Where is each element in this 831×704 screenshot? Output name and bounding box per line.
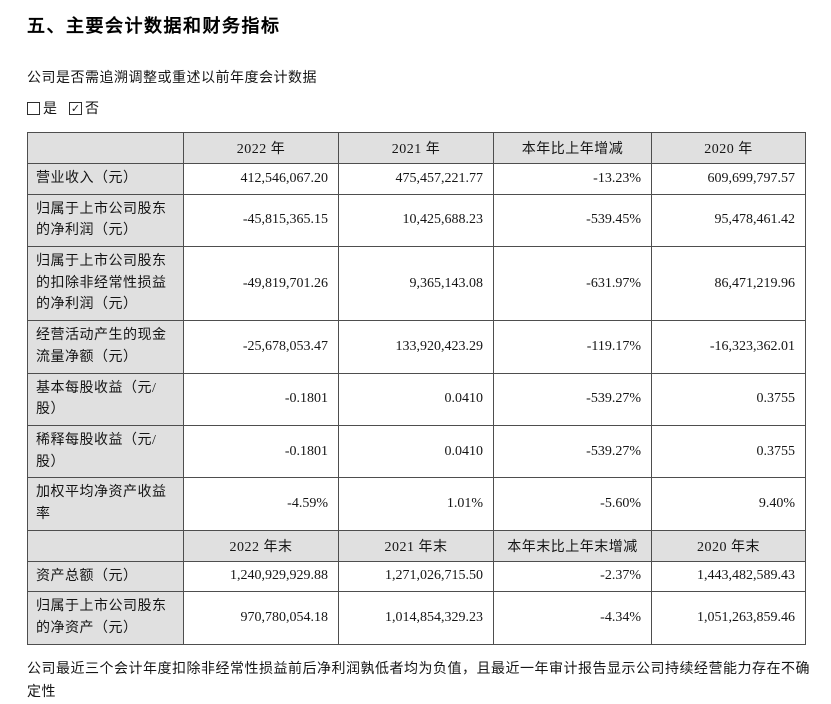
checkbox-unchecked-icon [27,101,40,115]
value-cell: 475,457,221.77 [338,163,494,195]
value-cell: 1,271,026,715.50 [338,560,494,593]
table-row: 营业收入（元） 412,546,067.20 475,457,221.77 -1… [27,163,806,195]
value-cell: 86,471,219.96 [651,246,806,322]
checkbox-yes-label: 是 [43,102,57,117]
column-header-yearend-change: 本年末比上年末增减 [493,529,652,562]
value-cell: 412,546,067.20 [183,163,339,195]
value-cell: -119.17% [493,320,652,374]
value-cell: 0.3755 [651,372,806,426]
value-cell: -49,819,701.26 [183,246,339,322]
value-cell: 609,699,797.57 [651,163,806,195]
value-cell: 1,240,929,929.88 [183,560,339,593]
column-header-2021: 2021 年 [338,132,494,164]
financial-indicators-table: 2022 年 2021 年 本年比上年增减 2020 年 营业收入（元） 412… [27,132,806,645]
column-header-2022-end: 2022 年末 [183,529,339,562]
checkbox-no-label: 否 [85,102,99,117]
checkbox-no-group: ✓ 否 [69,98,99,118]
value-cell: -16,323,362.01 [651,320,806,374]
table-row: 稀释每股收益（元/股） -0.1801 0.0410 -539.27% 0.37… [27,424,806,479]
table-row: 资产总额（元） 1,240,929,929.88 1,271,026,715.5… [27,560,806,593]
value-cell: 0.0410 [338,424,494,479]
row-label-cell: 资产总额（元） [27,560,184,593]
header-empty-cell [27,529,184,562]
table-row: 经营活动产生的现金流量净额（元） -25,678,053.47 133,920,… [27,320,806,374]
value-cell: 1,014,854,329.23 [338,591,494,645]
value-cell: 133,920,423.29 [338,320,494,374]
restate-answer-row: 是 ✓ 否 [27,98,815,118]
column-header-2020: 2020 年 [651,132,806,164]
value-cell: 1.01% [338,477,494,531]
row-label-cell: 基本每股收益（元/股） [27,372,184,426]
checkbox-checked-icon: ✓ [69,101,82,115]
value-cell: 9,365,143.08 [338,246,494,322]
value-cell: -0.1801 [183,372,339,426]
table-row: 基本每股收益（元/股） -0.1801 0.0410 -539.27% 0.37… [27,372,806,426]
table-row: 归属于上市公司股东的净利润（元） -45,815,365.15 10,425,6… [27,193,806,248]
value-cell: -539.27% [493,424,652,479]
header-empty-cell [27,132,184,164]
value-cell: -2.37% [493,560,652,593]
value-cell: -539.27% [493,372,652,426]
row-label-cell: 归属于上市公司股东的净利润（元） [27,193,184,248]
value-cell: -0.1801 [183,424,339,479]
value-cell: 9.40% [651,477,806,531]
restate-question-text: 公司是否需追溯调整或重述以前年度会计数据 [27,71,317,86]
column-header-2020-end: 2020 年末 [651,529,806,562]
going-concern-footnote: 公司最近三个会计年度扣除非经常性损益前后净利润孰低者均为负值，且最近一年审计报告… [27,661,810,700]
column-header-yoy-change: 本年比上年增减 [493,132,652,164]
row-label-cell: 加权平均净资产收益率 [27,477,184,531]
value-cell: -5.60% [493,477,652,531]
value-cell: -25,678,053.47 [183,320,339,374]
value-cell: 10,425,688.23 [338,193,494,248]
value-cell: -13.23% [493,163,652,195]
value-cell: -539.45% [493,193,652,248]
value-cell: 1,051,263,859.46 [651,591,806,645]
row-label-cell: 稀释每股收益（元/股） [27,424,184,479]
row-label-cell: 归属于上市公司股东的扣除非经常性损益的净利润（元） [27,246,184,322]
table-header-row-yearend: 2022 年末 2021 年末 本年末比上年末增减 2020 年末 [27,529,806,562]
value-cell: 0.0410 [338,372,494,426]
value-cell: 0.3755 [651,424,806,479]
value-cell: -45,815,365.15 [183,193,339,248]
table-row: 归属于上市公司股东的扣除非经常性损益的净利润（元） -49,819,701.26… [27,246,806,322]
checkbox-yes-group: 是 [27,98,57,118]
row-label-cell: 营业收入（元） [27,163,184,195]
column-header-2022: 2022 年 [183,132,339,164]
value-cell: 95,478,461.42 [651,193,806,248]
column-header-2021-end: 2021 年末 [338,529,494,562]
value-cell: 1,443,482,589.43 [651,560,806,593]
value-cell: -631.97% [493,246,652,322]
table-row: 归属于上市公司股东的净资产（元） 970,780,054.18 1,014,85… [27,591,806,645]
value-cell: -4.59% [183,477,339,531]
row-label-cell: 经营活动产生的现金流量净额（元） [27,320,184,374]
section-title: 五、主要会计数据和财务指标 [27,16,281,36]
value-cell: 970,780,054.18 [183,591,339,645]
table-row: 加权平均净资产收益率 -4.59% 1.01% -5.60% 9.40% [27,477,806,531]
row-label-cell: 归属于上市公司股东的净资产（元） [27,591,184,645]
value-cell: -4.34% [493,591,652,645]
table-header-row-annual: 2022 年 2021 年 本年比上年增减 2020 年 [27,132,806,164]
